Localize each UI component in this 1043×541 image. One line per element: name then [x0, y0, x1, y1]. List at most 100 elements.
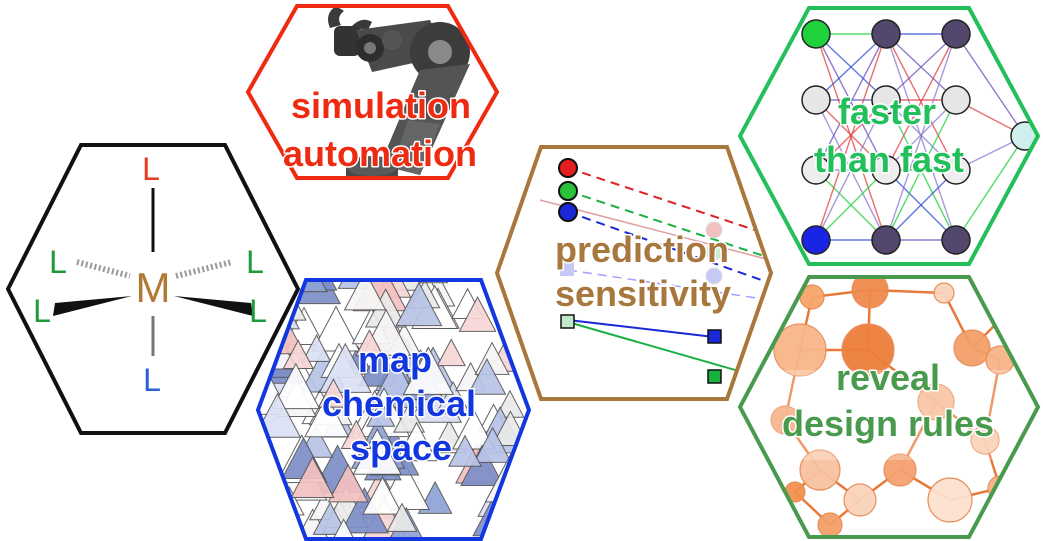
- network-edge: [885, 33, 957, 241]
- graph-node: [770, 405, 800, 435]
- network-node: [871, 155, 901, 185]
- triangle-marker: [467, 357, 507, 395]
- triangle-marker: [355, 329, 384, 357]
- network-node: [941, 225, 971, 255]
- graph-node: [799, 449, 841, 491]
- network-edge: [955, 135, 1026, 241]
- triangle-marker: [340, 419, 372, 450]
- network-edge: [955, 33, 1026, 137]
- chemical-space-label-line3: space: [350, 427, 452, 468]
- triangle-marker: [435, 380, 471, 414]
- prediction-label-line2: sensitivity: [555, 273, 731, 314]
- ligand-label-upper-left: L: [49, 244, 67, 280]
- triangle-marker: [419, 280, 449, 284]
- ligand-label-bottom: L: [143, 362, 161, 398]
- graph-network: [740, 277, 1038, 537]
- triangle-marker: [362, 476, 403, 515]
- triangle-marker: [312, 501, 348, 535]
- simulation-hexagon: [245, 4, 500, 180]
- network-node: [801, 85, 831, 115]
- sensitivity-plot: [539, 158, 771, 384]
- metal-label: M: [136, 264, 171, 311]
- complex-hexagon: [5, 143, 301, 435]
- network-edge: [815, 33, 887, 241]
- triangle-marker: [447, 434, 483, 467]
- graph-node: [933, 282, 955, 304]
- graph-node: [917, 383, 955, 421]
- network-edge: [885, 33, 957, 101]
- network-edge: [885, 33, 957, 171]
- chemical-space-label-line1: map: [358, 339, 432, 380]
- simulation-panel: simulation automation: [245, 4, 500, 180]
- chemical-space-hexagon: [255, 278, 532, 541]
- robot-arm-icon: [328, 6, 470, 178]
- network-node: [871, 85, 901, 115]
- network-node: [801, 225, 831, 255]
- network-node: [941, 85, 971, 115]
- prediction-hexagon: [494, 145, 774, 401]
- network-edge: [815, 33, 887, 171]
- network-edge: [815, 33, 887, 101]
- triangle-marker: [436, 338, 466, 367]
- neural-network-icon: [801, 19, 1038, 255]
- network-node: [801, 19, 831, 49]
- triangle-marker: [402, 346, 455, 395]
- ligand-label-lower-left: L: [33, 293, 51, 329]
- ligand-label-upper-right: L: [246, 244, 264, 280]
- triangle-marker: [258, 503, 294, 539]
- triangle-marker: [327, 463, 369, 503]
- triangle-marker: [304, 394, 350, 438]
- graph-node: [970, 425, 1000, 455]
- graph-node: [817, 512, 843, 537]
- bond-hashed-right: [175, 259, 233, 279]
- network-edge: [815, 169, 887, 241]
- triangle-marker: [458, 296, 497, 332]
- triangle-marker: [395, 421, 438, 462]
- design-panel: reveal design rules: [737, 275, 1041, 539]
- triangle-marker: [301, 334, 332, 362]
- triangle-marker: [290, 456, 335, 498]
- graph-node: [953, 329, 991, 367]
- prediction-label-line1: prediction: [555, 229, 729, 270]
- ligand-label-top: L: [142, 151, 160, 187]
- triangle-marker: [366, 399, 396, 427]
- network-node: [871, 19, 901, 49]
- graph-overlay: [740, 370, 1038, 460]
- design-hexagon: [737, 275, 1041, 539]
- network-node: [871, 225, 901, 255]
- triangle-marker: [271, 362, 321, 410]
- complex-panel: M L L L L L L: [5, 143, 301, 435]
- simulation-label-line1: simulation: [291, 85, 471, 126]
- graph-node: [851, 277, 889, 309]
- faster-panel: faster than fast: [737, 6, 1041, 266]
- triangle-marker: [473, 426, 512, 463]
- chemical-space-label-line2: chemical: [322, 383, 476, 424]
- design-label-line2: design rules: [782, 403, 994, 444]
- design-label-line1: reveal: [836, 357, 940, 398]
- faster-label-line1: faster: [838, 91, 936, 132]
- triangle-marker: [343, 280, 387, 311]
- bond-wedge-left: [53, 296, 132, 316]
- faster-hexagon: [737, 6, 1041, 266]
- network-edge: [815, 99, 887, 241]
- network-edge: [885, 169, 957, 241]
- network-node: [941, 155, 971, 185]
- network-node: [941, 19, 971, 49]
- triangle-marker: [395, 281, 443, 327]
- graph-node: [999, 299, 1021, 321]
- simulation-label-line2: automation: [283, 133, 477, 174]
- faster-label-line2: than fast: [814, 139, 964, 180]
- bond-hashed-left: [76, 259, 131, 279]
- network-node: [801, 155, 831, 185]
- graph-node: [773, 323, 827, 377]
- prediction-panel: prediction sensitivity: [494, 145, 774, 401]
- graph-node: [841, 323, 895, 377]
- triangle-marker: [352, 428, 402, 475]
- bond-wedge-right: [174, 296, 253, 316]
- ligand-label-lower-right: L: [249, 293, 267, 329]
- graph-node: [927, 477, 973, 523]
- triangle-marker: [386, 502, 418, 532]
- graph-node: [843, 483, 877, 517]
